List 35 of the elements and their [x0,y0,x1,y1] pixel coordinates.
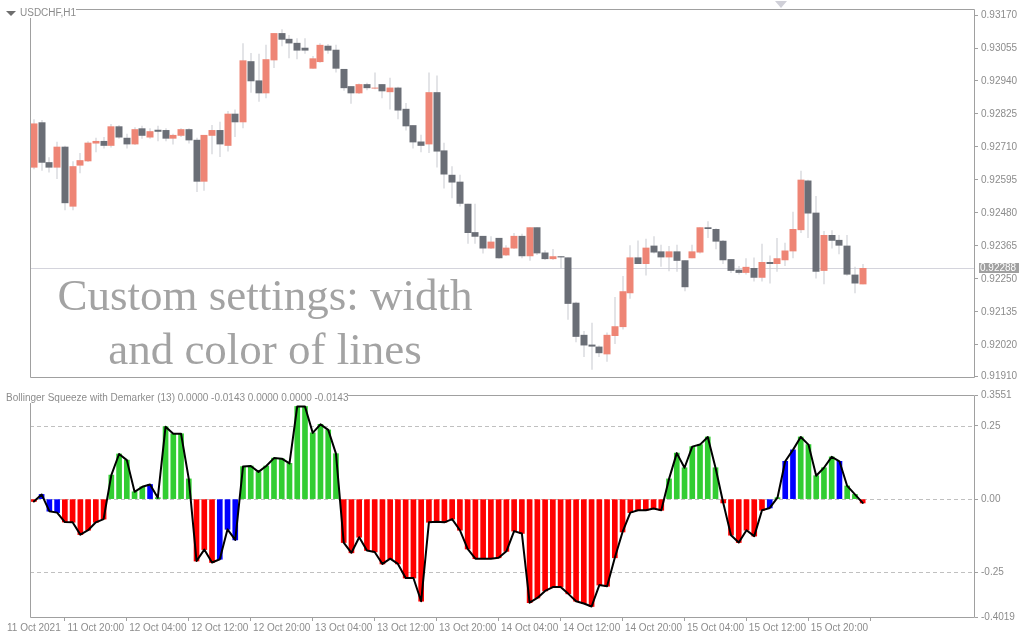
y-tick-label: 0.92365 [981,239,1018,251]
y-tick-label: 0.93055 [981,41,1018,53]
y-tick-label: 0.3551 [981,388,1013,400]
y-tick-label: 0.92940 [981,74,1018,86]
y-tick-label: 0.92480 [981,206,1018,218]
y-tick-label: 0.92595 [981,173,1018,185]
y-tick-label: 0.92250 [981,272,1018,284]
chart-title: Bollinger Squeeze with Demarker (13) 0.0000 -0.0143 0.0000 0.0000 -0.0143 [6,392,349,403]
y-tick-label: 0.92825 [981,107,1018,119]
x-tick-label: 11 Oct 2021 [7,621,62,633]
x-tick-label: 15 Oct 12:00 [748,621,807,633]
x-tick-label: 13 Oct 12:00 [377,621,435,633]
y-tick-label: 0.00 [981,492,1001,504]
x-tick-label: 14 Oct 12:00 [562,621,621,633]
y-tick-label: 0.92135 [981,305,1018,317]
chart-title: USDCHF,H1 [20,7,77,18]
y-tick-label: 0.92020 [981,338,1018,350]
x-tick-label: 12 Oct 12:00 [191,621,249,633]
y-tick-label: 0.92710 [981,140,1018,152]
annotation: Custom settings: width and color of lines [56,269,474,376]
x-tick-label: 14 Oct 04:00 [500,621,559,633]
x-tick-label: 13 Oct 04:00 [315,621,373,633]
y-tick-label: -0.4019 [981,610,1016,622]
x-tick-label: 13 Oct 20:00 [439,621,497,633]
y-tick-label: 0.93170 [981,8,1018,20]
x-tick-label: 12 Oct 04:00 [129,621,187,633]
x-tick-label: 11 Oct 20:00 [67,621,125,633]
ref-line-label: 0.92288 [980,261,1017,273]
x-tick-label: 15 Oct 04:00 [686,621,745,633]
x-tick-label: 12 Oct 20:00 [253,621,311,633]
y-tick-label: 0.91910 [981,370,1018,382]
x-tick-label: 14 Oct 20:00 [624,621,683,633]
y-tick-label: 0.25 [981,419,1001,431]
y-tick-label: -0.25 [981,566,1005,578]
x-tick-label: 15 Oct 20:00 [810,621,869,633]
